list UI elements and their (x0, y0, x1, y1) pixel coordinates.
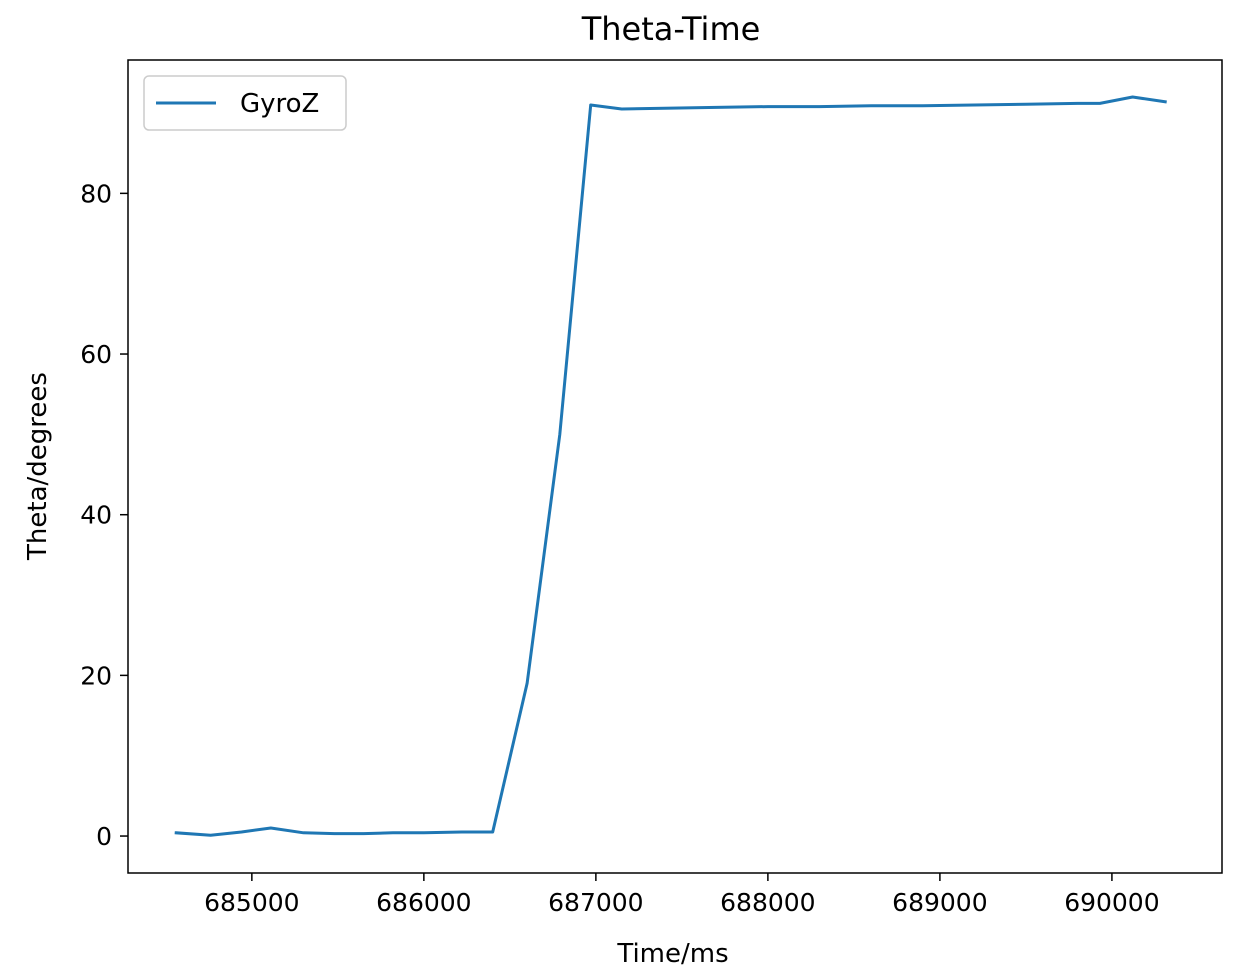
series-line-gyroz (174, 95, 1167, 837)
y-tick-label: 60 (80, 340, 112, 369)
plot-marks (174, 95, 1167, 837)
y-axis-label: Theta/degrees (23, 372, 53, 561)
legend: GyroZ (143, 75, 347, 131)
y-tick-label: 20 (80, 661, 112, 690)
y-tick-label: 80 (80, 179, 112, 208)
x-axis-ticks: 685000 686000 687000 688000 689000 690000 (204, 873, 1160, 917)
chart-title: Theta-Time (581, 10, 761, 48)
x-tick-label: 685000 (204, 888, 299, 917)
y-tick-label: 40 (80, 501, 112, 530)
y-tick-label: 0 (96, 822, 112, 851)
x-tick-label: 688000 (720, 888, 815, 917)
x-tick-label: 690000 (1064, 888, 1159, 917)
legend-box (143, 75, 347, 131)
plot-frame (127, 59, 1223, 874)
plot-area (128, 60, 1222, 873)
x-tick-label: 686000 (376, 888, 471, 917)
y-axis-ticks: 0 20 40 60 80 (80, 179, 128, 851)
legend-label-gyroz: GyroZ (240, 89, 319, 119)
x-tick-label: 687000 (548, 888, 643, 917)
x-tick-label: 689000 (892, 888, 987, 917)
x-axis-label: Time/ms (616, 939, 728, 969)
